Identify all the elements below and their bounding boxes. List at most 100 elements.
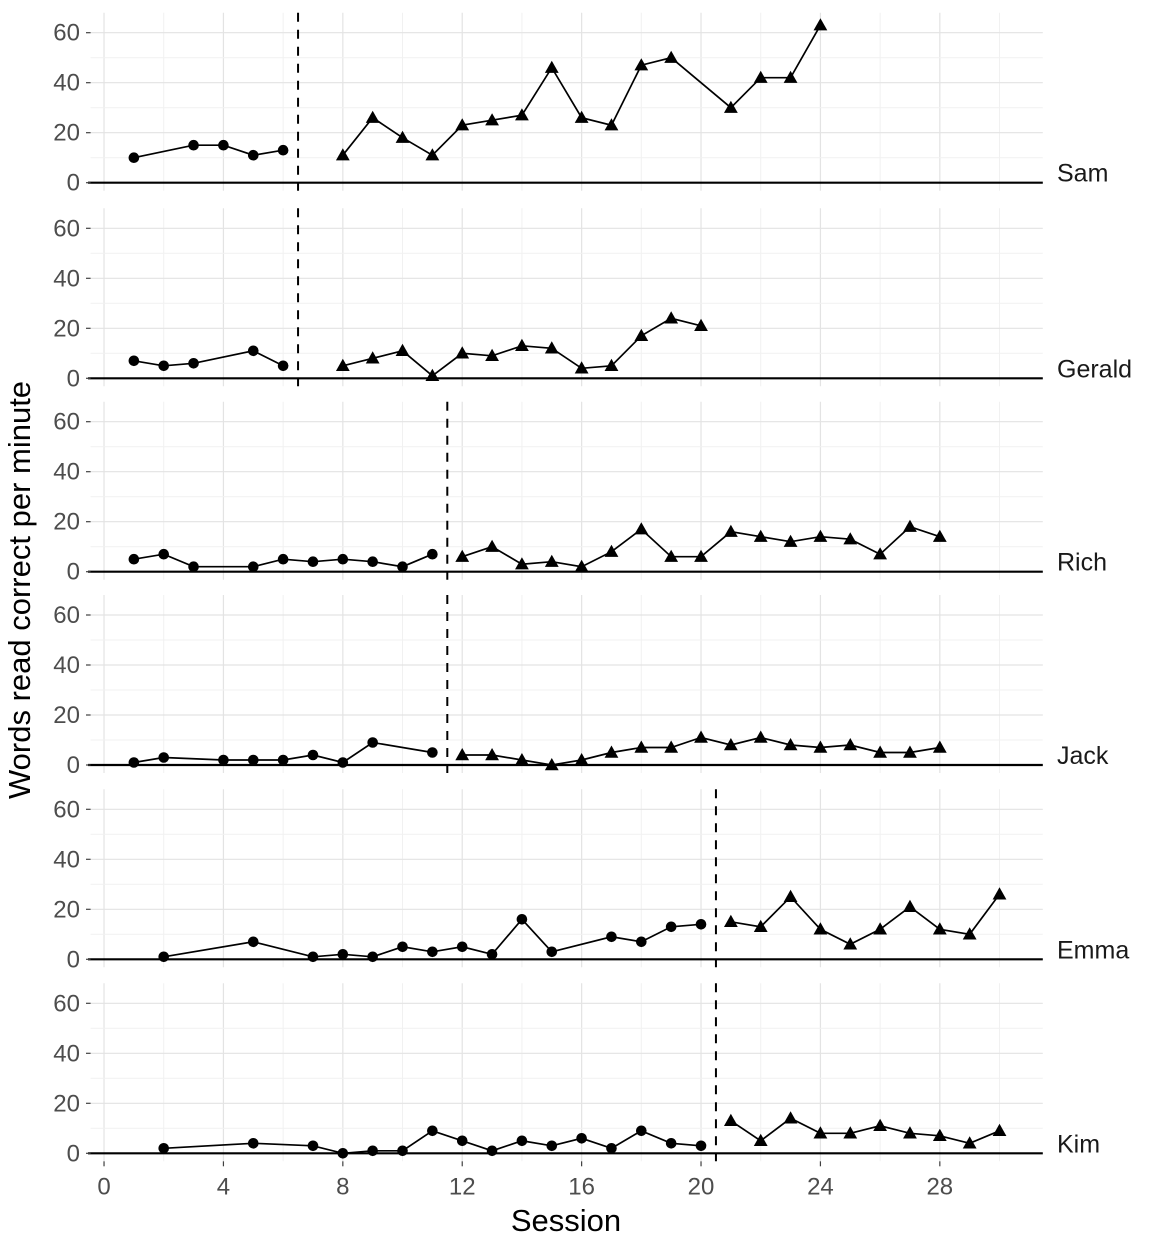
- baseline-point-circle: [486, 1145, 498, 1157]
- panel-label: Gerald: [1057, 355, 1132, 383]
- y-tick-label: 20: [53, 120, 80, 147]
- y-tick-label: 0: [67, 559, 80, 586]
- baseline-point-circle: [427, 946, 438, 958]
- baseline-point-circle: [337, 553, 349, 565]
- x-tick-label: 20: [688, 1173, 715, 1200]
- intervention-point-triangle: [962, 1136, 977, 1149]
- intervention-point-triangle: [992, 1123, 1007, 1136]
- intervention-point-triangle: [515, 557, 529, 570]
- baseline-point-circle: [188, 358, 199, 369]
- intervention-line: [730, 1117, 1000, 1145]
- baseline-point-circle: [636, 1125, 647, 1137]
- intervention-point-triangle: [544, 554, 559, 567]
- intervention-point-triangle: [694, 549, 708, 562]
- panel-label: Rich: [1057, 549, 1107, 577]
- baseline-point-circle: [576, 1133, 587, 1144]
- baseline-point-circle: [516, 1135, 528, 1147]
- baseline-point-circle: [367, 556, 378, 567]
- baseline-point-circle: [158, 951, 170, 963]
- baseline-point-circle: [367, 1145, 378, 1157]
- intervention-point-triangle: [903, 519, 917, 532]
- generated-plot-content: 0204060Sam0204060Gerald0204060Rich020406…: [53, 12, 1132, 1200]
- intervention-point-triangle: [425, 148, 440, 161]
- intervention-point-triangle: [813, 18, 828, 31]
- intervention-point-triangle: [903, 745, 917, 758]
- baseline-point-circle: [277, 553, 289, 565]
- intervention-point-triangle: [574, 110, 589, 123]
- x-axis-title: Session: [511, 1203, 621, 1238]
- baseline-point-circle: [218, 754, 229, 766]
- intervention-point-triangle: [455, 748, 470, 761]
- intervention-point-triangle: [843, 532, 858, 545]
- baseline-point-circle: [665, 1138, 677, 1149]
- intervention-point-triangle: [723, 738, 738, 751]
- x-tick-label: 24: [807, 1173, 834, 1200]
- baseline-point-circle: [337, 1148, 349, 1159]
- intervention-point-triangle: [903, 1126, 917, 1139]
- intervention-point-triangle: [634, 328, 649, 341]
- intervention-point-triangle: [783, 1111, 798, 1124]
- intervention-point-triangle: [664, 311, 679, 324]
- intervention-point-triangle: [813, 922, 828, 935]
- baseline-point-circle: [427, 747, 438, 758]
- intervention-point-triangle: [664, 50, 679, 63]
- intervention-point-triangle: [485, 748, 499, 761]
- baseline-point-circle: [307, 1140, 319, 1152]
- intervention-point-triangle: [873, 745, 888, 758]
- baseline-point-circle: [546, 946, 558, 958]
- baseline-point-circle: [606, 931, 617, 943]
- intervention-point-triangle: [694, 318, 708, 331]
- y-tick-label: 40: [53, 652, 80, 679]
- panel-label: Jack: [1057, 742, 1109, 770]
- baseline-point-circle: [247, 149, 259, 161]
- intervention-point-triangle: [485, 539, 499, 552]
- intervention-point-triangle: [604, 358, 619, 371]
- y-tick-label: 20: [53, 1090, 80, 1117]
- intervention-point-triangle: [932, 922, 947, 935]
- intervention-point-triangle: [455, 549, 470, 562]
- intervention-point-triangle: [395, 343, 410, 356]
- baseline-point-circle: [218, 139, 229, 151]
- intervention-point-triangle: [873, 547, 888, 560]
- baseline-point-circle: [307, 556, 319, 567]
- y-tick-label: 0: [67, 170, 80, 197]
- y-tick-label: 60: [53, 409, 80, 436]
- intervention-point-triangle: [634, 58, 649, 71]
- baseline-point-circle: [158, 1143, 170, 1154]
- baseline-point-circle: [427, 1125, 438, 1137]
- intervention-point-triangle: [335, 358, 350, 371]
- y-tick-label: 20: [53, 702, 80, 729]
- intervention-point-triangle: [515, 753, 529, 766]
- intervention-point-triangle: [604, 544, 619, 557]
- baseline-point-circle: [247, 936, 259, 948]
- intervention-point-triangle: [873, 922, 888, 935]
- intervention-point-triangle: [544, 341, 559, 354]
- intervention-point-triangle: [634, 522, 649, 535]
- intervention-point-triangle: [783, 534, 798, 547]
- baseline-point-circle: [247, 345, 259, 357]
- baseline-point-circle: [247, 561, 259, 572]
- intervention-point-triangle: [544, 758, 559, 771]
- baseline-point-circle: [367, 737, 378, 748]
- intervention-point-triangle: [604, 745, 619, 758]
- y-tick-label: 40: [53, 846, 80, 873]
- baseline-point-circle: [665, 921, 677, 933]
- x-tick-label: 4: [217, 1173, 230, 1200]
- y-axis-title: Words read correct per minute: [2, 381, 37, 799]
- intervention-point-triangle: [753, 730, 768, 743]
- baseline-point-circle: [307, 951, 319, 963]
- baseline-point-circle: [456, 1135, 468, 1147]
- intervention-point-triangle: [574, 559, 589, 572]
- intervention-point-triangle: [992, 887, 1007, 900]
- intervention-point-triangle: [335, 148, 350, 161]
- intervention-point-triangle: [843, 1126, 858, 1139]
- intervention-point-triangle: [723, 1113, 738, 1126]
- intervention-point-triangle: [753, 529, 768, 542]
- intervention-point-triangle: [873, 1118, 888, 1131]
- baseline-point-circle: [486, 949, 498, 960]
- intervention-point-triangle: [843, 937, 858, 950]
- intervention-point-triangle: [753, 919, 768, 932]
- baseline-point-circle: [397, 1145, 408, 1157]
- y-tick-label: 0: [67, 752, 80, 779]
